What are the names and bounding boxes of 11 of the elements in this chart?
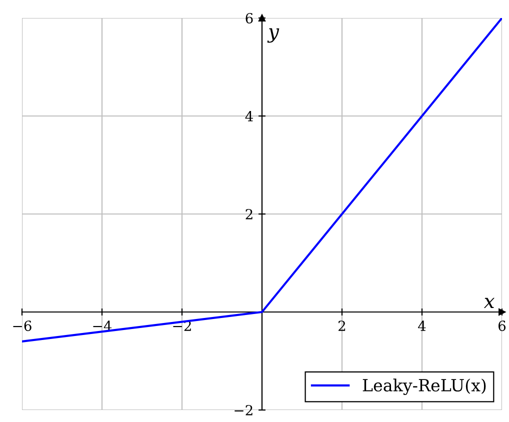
y-tick-label: 4 bbox=[245, 110, 253, 122]
legend-label: Leaky-ReLU(x) bbox=[362, 378, 486, 395]
x-tick-label: −6 bbox=[13, 320, 32, 332]
x-tick-label: 6 bbox=[498, 320, 506, 332]
x-tick-label: 2 bbox=[338, 320, 346, 331]
x-tick-label: 4 bbox=[418, 320, 426, 331]
y-tick-label: 2 bbox=[246, 208, 252, 220]
y-tick-label: 6 bbox=[246, 12, 253, 24]
y-tick-label: −2 bbox=[234, 404, 252, 416]
y-axis-title: y bbox=[267, 28, 280, 43]
x-axis-title: x bbox=[484, 298, 495, 308]
